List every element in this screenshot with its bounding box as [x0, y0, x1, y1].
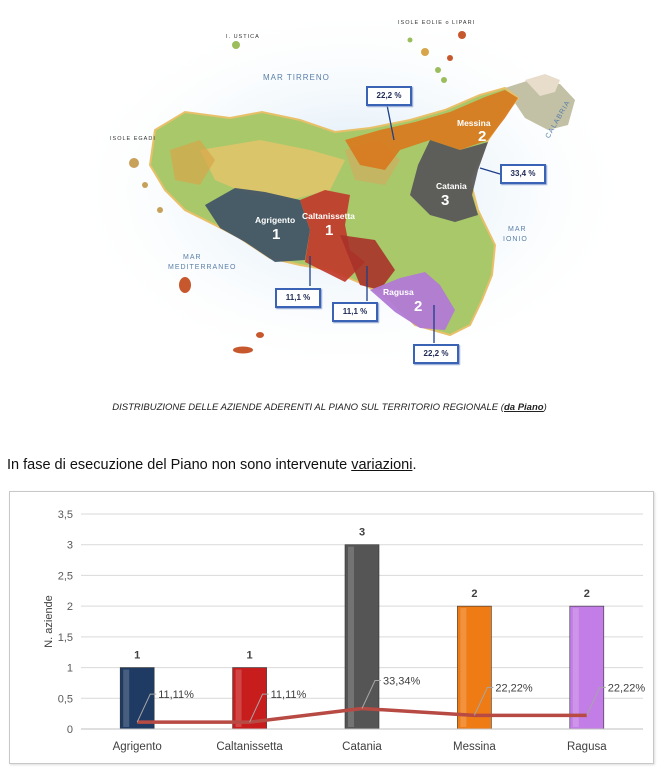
- map-figure: [90, 20, 610, 360]
- terrain-highlands: [200, 140, 345, 200]
- province-count-ragusa: 2: [414, 298, 423, 315]
- bar-highlight: [235, 669, 242, 727]
- island-label-eolie: ISOLE EOLIE o LIPARI: [398, 20, 476, 26]
- x-tick-label: Messina: [453, 741, 496, 753]
- percentage-label: 11,11%: [158, 689, 194, 701]
- note-link: variazioni: [351, 457, 413, 473]
- y-tick-label: 3,5: [58, 509, 73, 521]
- pct-box-agrigento: 11,1 %: [275, 288, 321, 308]
- calabria-land: [505, 80, 575, 130]
- island-eolie-2: [421, 48, 429, 56]
- province-label-catania: Catania: [436, 181, 467, 191]
- sicily-map: MAR TIRRENO MAR MEDITERRANEO MAR IONIO C…: [90, 20, 610, 364]
- percentage-label: 22,22%: [495, 682, 533, 694]
- bar: [457, 605, 492, 730]
- region-caltanissetta: [300, 190, 365, 282]
- island-linosa: [256, 332, 264, 338]
- island-eolie-4: [447, 55, 453, 61]
- y-axis-title: N. aziende: [43, 595, 55, 648]
- island-eolie-5: [441, 77, 447, 83]
- percentage-label: 11,11%: [271, 689, 307, 701]
- region-agrigento: [205, 188, 310, 262]
- province-count-caltanissetta: 1: [325, 222, 334, 239]
- percentage-leader-line: [473, 686, 494, 716]
- sea-label-tirreno: MAR TIRRENO: [263, 73, 330, 82]
- map-caption-ref: da Piano: [503, 402, 544, 413]
- note-text: In fase di esecuzione del Piano non sono…: [7, 457, 348, 473]
- pct-box-ragusa: 22,2 %: [413, 344, 459, 364]
- map-caption: DISTRIBUZIONE DELLE AZIENDE ADERENTI AL …: [112, 402, 547, 413]
- bar-chart: 0 0,5 1 1,5 2 2,5 3 3,5 N. aziende 1 Agrigento 1 Cal…: [9, 491, 654, 764]
- bar-value-label: 1: [134, 650, 140, 662]
- province-count-agrigento: 1: [272, 226, 281, 243]
- hand-shape: [525, 74, 560, 96]
- island-egadi-1: [129, 158, 139, 168]
- province-label-agrigento: Agrigento: [255, 215, 296, 225]
- map-caption-text: DISTRIBUZIONE DELLE AZIENDE ADERENTI AL …: [112, 402, 499, 413]
- pct-box-catania: 33,4 %: [500, 164, 546, 184]
- x-tick-label: Ragusa: [567, 741, 607, 753]
- terrain-west: [170, 140, 215, 185]
- y-tick-label: 0,5: [58, 693, 73, 705]
- island-label-egadi: ISOLE EGADI: [110, 136, 156, 142]
- region-center: [340, 235, 395, 290]
- island-label-ustica: I. USTICA: [226, 34, 260, 40]
- y-tick-label: 2: [67, 601, 73, 613]
- percentage-leader-line: [249, 693, 269, 723]
- percentage-label: 22,22%: [608, 682, 646, 694]
- pointer-messina: [386, 104, 395, 141]
- bar: [569, 605, 605, 730]
- region-catania: [410, 140, 488, 222]
- sea-label-ionio-1: MAR: [508, 226, 527, 233]
- percentage-leader-line: [361, 680, 381, 709]
- sea-label-ionio-2: IONIO: [503, 236, 528, 243]
- x-tick-label: Agrigento: [113, 741, 162, 753]
- note-end: .: [412, 457, 417, 473]
- island-stromboli: [458, 31, 466, 39]
- y-tick-label: 0: [67, 724, 73, 736]
- note-paragraph: In fase di esecuzione del Piano non sono…: [7, 457, 417, 473]
- chart-svg: 0 0,5 1 1,5 2 2,5 3 3,5 N. aziende 1 Agrigento 1 Cal…: [43, 509, 646, 753]
- province-label-ragusa: Ragusa: [383, 287, 414, 297]
- y-tick-label: 1,5: [58, 632, 73, 644]
- y-tick-label: 1: [67, 663, 73, 675]
- bar-value-label: 3: [359, 527, 365, 539]
- bar-highlight: [348, 546, 354, 727]
- bar-value-label: 1: [247, 650, 253, 662]
- island-pantelleria: [179, 277, 191, 293]
- island-ustica: [232, 41, 240, 49]
- percentage-leader-line: [136, 693, 157, 723]
- sea-label-mediterraneo-1: MAR: [183, 254, 202, 261]
- island-egadi-2: [142, 182, 148, 188]
- bar-value-label: 2: [471, 588, 477, 600]
- bar-value-label: 2: [584, 588, 590, 600]
- bar-highlight: [460, 608, 467, 727]
- bar-highlight: [123, 669, 130, 727]
- x-tick-label: Caltanissetta: [216, 741, 283, 753]
- island-eolie-1: [407, 37, 413, 43]
- sea-label-mediterraneo-2: MEDITERRANEO: [168, 264, 237, 271]
- x-tick-label: Catania: [342, 741, 382, 753]
- island-egadi-3: [157, 207, 163, 213]
- bar-highlight: [572, 608, 579, 727]
- y-tick-label: 3: [67, 540, 73, 552]
- island-eolie-3: [435, 67, 441, 73]
- island-lampedusa: [233, 346, 253, 354]
- province-count-messina: 2: [478, 128, 487, 145]
- pct-box-caltanissetta: 11,1 %: [332, 302, 378, 322]
- bar: [344, 544, 380, 730]
- y-tick-label: 2,5: [58, 570, 73, 582]
- province-count-catania: 3: [441, 192, 450, 209]
- percentage-leader-line: [586, 686, 606, 716]
- pct-box-messina: 22,2 %: [366, 86, 412, 106]
- province-label-messina: Messina: [457, 118, 491, 128]
- region-messina: [345, 90, 518, 170]
- province-label-caltanissetta: Caltanissetta: [302, 211, 355, 221]
- pointer-catania: [479, 167, 501, 175]
- percentage-label: 33,34%: [383, 676, 421, 688]
